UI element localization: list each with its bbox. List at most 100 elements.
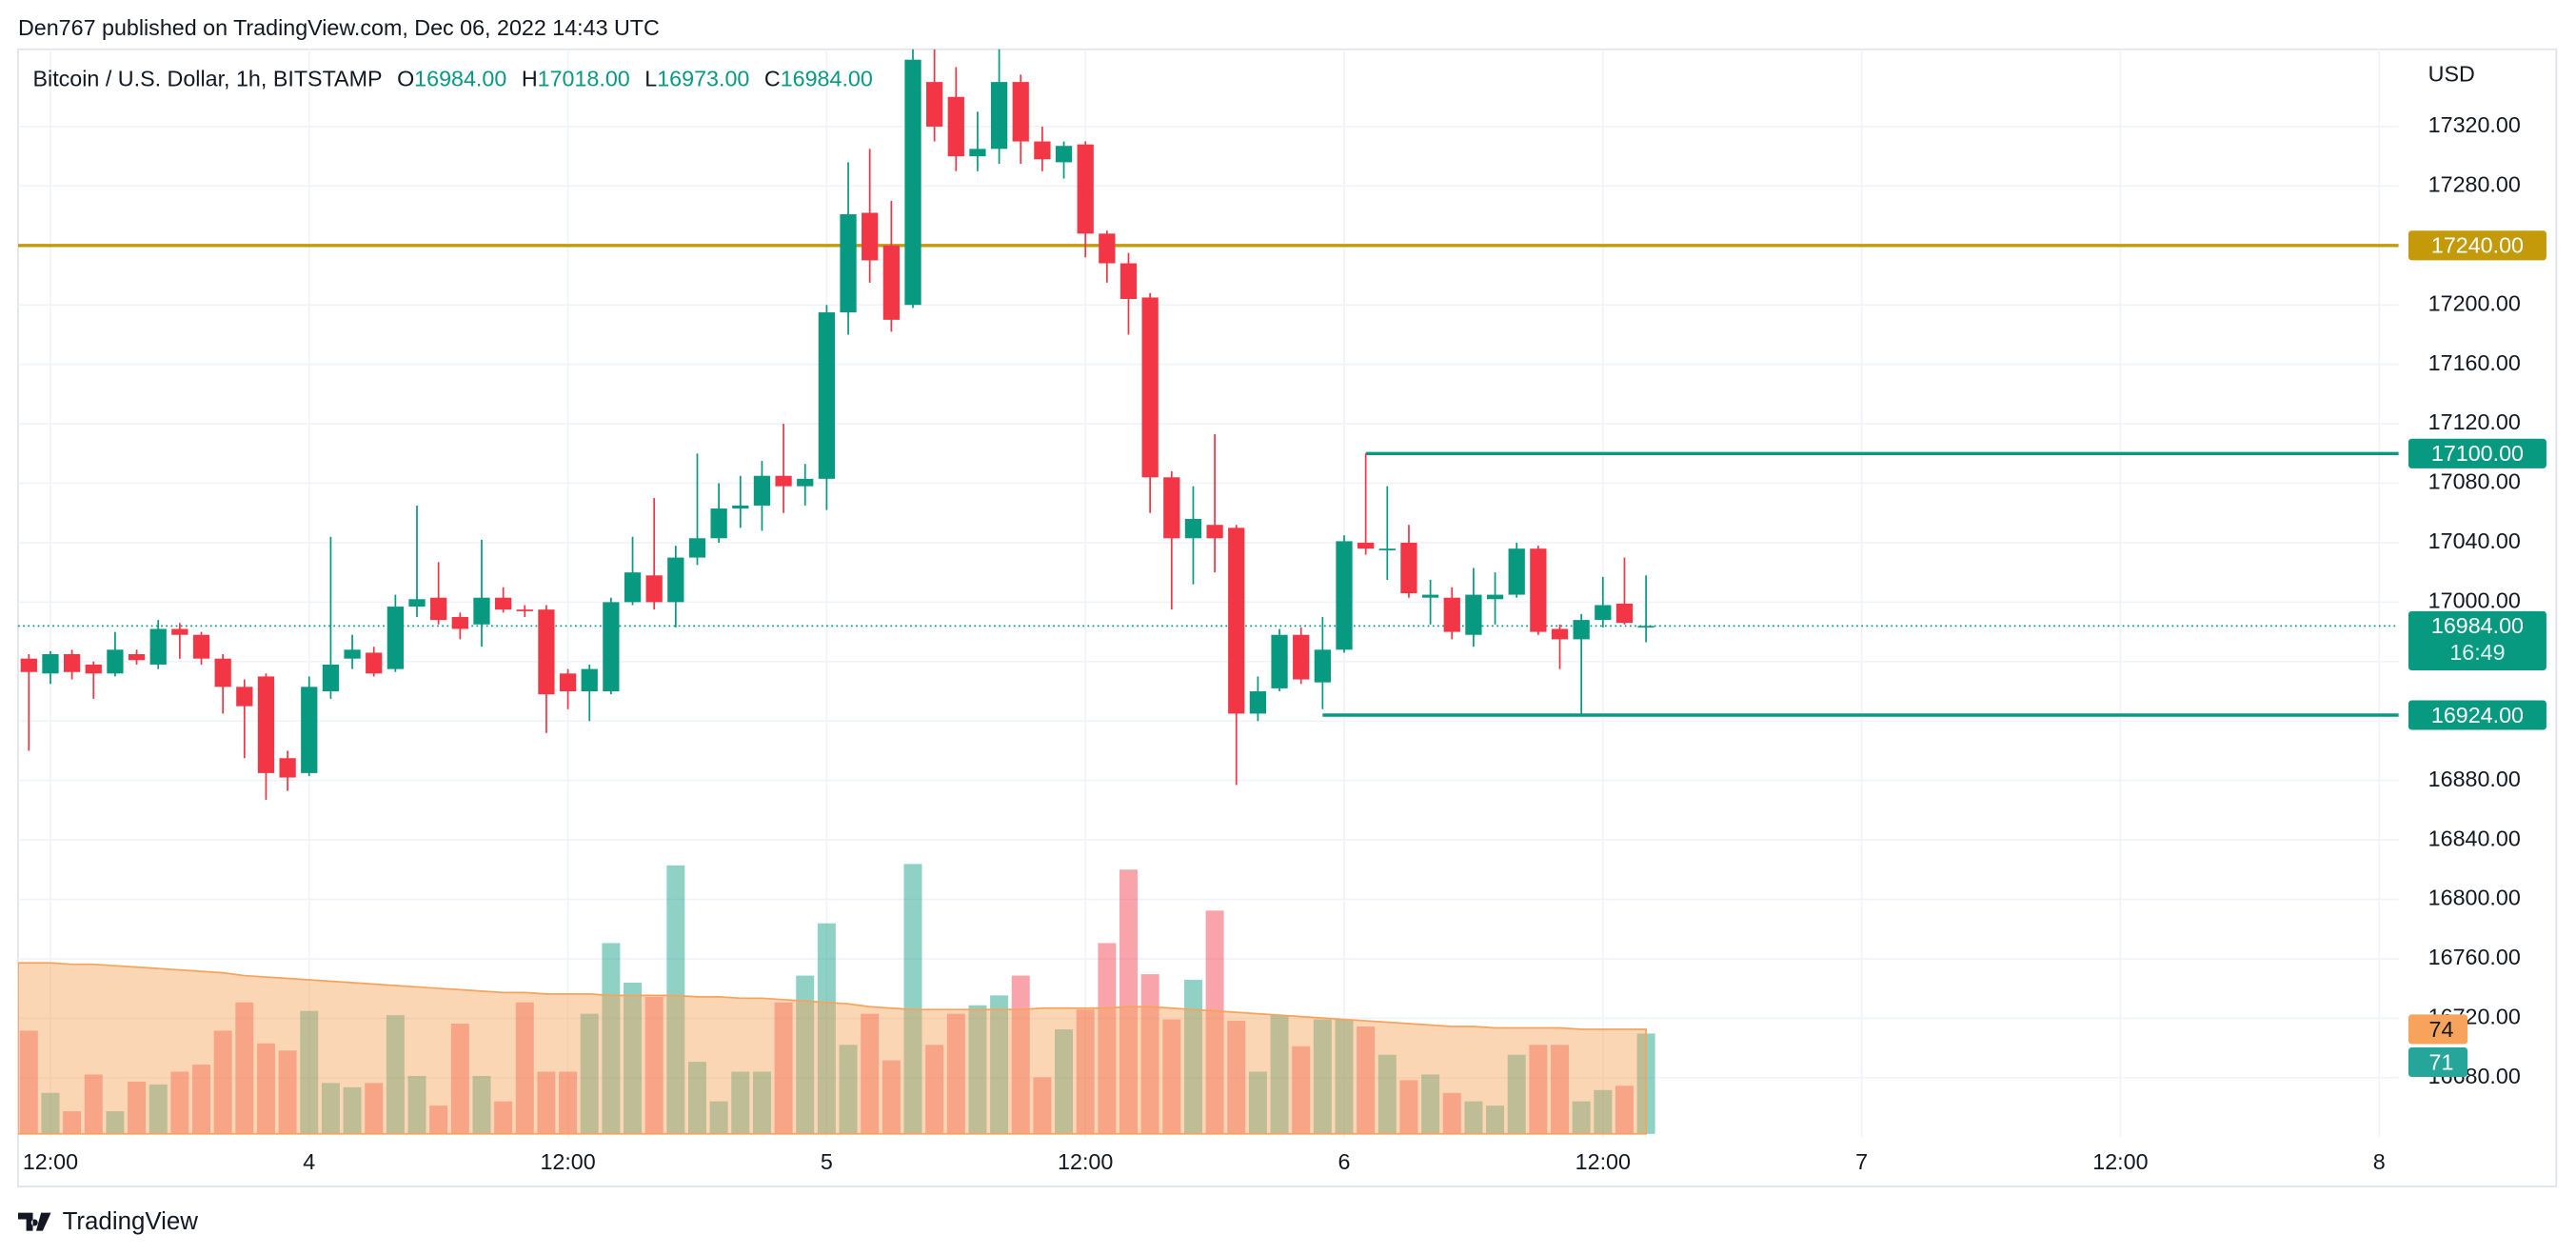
axes: 17320.00 17280.00 17240.00 17200.00 17160.00…	[23, 112, 2546, 1174]
level-label: 16924.00	[2431, 703, 2524, 727]
volume-bar	[192, 1065, 211, 1134]
volume-bar	[1529, 1045, 1548, 1134]
x-tick-label: 12:00	[1575, 1149, 1631, 1174]
volume-bar	[1292, 1046, 1311, 1134]
candle-body	[1637, 626, 1655, 628]
volume-bar	[300, 1010, 319, 1134]
candle-body	[1400, 542, 1417, 594]
x-tick-label: 12:00	[1058, 1149, 1113, 1174]
level-label-box	[2408, 230, 2546, 261]
x-tick-label: 7	[1855, 1149, 1868, 1174]
candle-body	[1595, 605, 1612, 621]
candle-body	[149, 628, 167, 665]
y-tick-label: 17160.00	[2428, 350, 2521, 375]
volume-bar	[1442, 1092, 1461, 1134]
candle-body	[473, 597, 490, 625]
candle-body	[1034, 141, 1051, 160]
candles	[20, 49, 1655, 800]
volume-bar	[149, 1084, 168, 1134]
volume-bar	[796, 975, 815, 1134]
candle-body	[581, 668, 598, 692]
candle-body	[538, 609, 555, 695]
volume-bar	[644, 996, 664, 1134]
candle-body	[1336, 541, 1353, 650]
symbol-legend: Bitcoin / U.S. Dollar, 1h, BITSTAMP O1698…	[33, 67, 873, 91]
x-tick-label: 6	[1338, 1149, 1351, 1174]
candle-body	[1163, 477, 1180, 539]
candle-body	[451, 616, 468, 629]
volume-bar	[1055, 1028, 1074, 1134]
volume-bar	[1033, 1077, 1052, 1134]
candle-body	[645, 575, 663, 603]
candle-body	[559, 673, 577, 692]
candle-body	[171, 628, 188, 635]
candle-body	[1421, 594, 1439, 598]
volume-bar	[1615, 1086, 1634, 1134]
candle-body	[624, 572, 642, 603]
candle-body	[969, 149, 986, 157]
volume-bar	[602, 943, 621, 1134]
volume-bar	[861, 1013, 880, 1134]
volume-bar	[946, 1013, 965, 1134]
candle-body	[1314, 649, 1331, 683]
volume-bar	[839, 1045, 858, 1134]
level-label-box	[2408, 700, 2546, 730]
candle-body	[688, 538, 706, 558]
x-tick-label: 4	[303, 1149, 315, 1174]
published-note: Den767 published on TradingView.com, Dec…	[18, 15, 660, 40]
y-tick-label: 17320.00	[2428, 112, 2521, 137]
candle-body	[926, 82, 943, 127]
candle-body	[430, 597, 447, 621]
x-tick-label: 12:00	[540, 1149, 595, 1174]
volume-label-box	[2408, 1046, 2468, 1078]
volume-bar	[106, 1111, 125, 1134]
volume-bar	[1120, 869, 1138, 1134]
y-tick-label: 16800.00	[2428, 886, 2521, 910]
candle-body	[257, 676, 275, 773]
candle-body	[322, 664, 340, 692]
symbol-title: Bitcoin / U.S. Dollar, 1h, BITSTAMP	[33, 67, 383, 91]
volume-ma-area	[17, 962, 1647, 1135]
volume-bar	[1594, 1089, 1613, 1134]
volume-label: 71	[2429, 1049, 2454, 1074]
candle-body	[386, 607, 404, 669]
level-label: 17100.00	[2431, 441, 2524, 466]
candle-body	[1486, 594, 1504, 600]
countdown-label: 16:49	[2449, 640, 2505, 665]
candle-body	[42, 654, 59, 674]
volume-bar	[41, 1092, 60, 1134]
y-tick-label: 16760.00	[2428, 945, 2521, 969]
y-tick-label: 17080.00	[2428, 469, 2521, 494]
volume-bar	[709, 1101, 728, 1134]
candle-body	[818, 312, 836, 479]
y-tick-label: 17040.00	[2428, 528, 2521, 553]
ohlc-value: 16984.00	[781, 67, 873, 91]
volume-bar	[256, 1043, 275, 1134]
volume-bar	[968, 1005, 987, 1134]
candle-body	[732, 505, 749, 509]
volume-bar	[170, 1071, 189, 1134]
volume-bar	[1335, 1019, 1354, 1134]
volume-bar	[1486, 1106, 1505, 1134]
candle-body	[1077, 144, 1094, 234]
candle-body	[603, 602, 620, 692]
volume-bar	[213, 1030, 232, 1134]
ohlc-value: 16973.00	[657, 67, 749, 91]
candle-body	[1228, 528, 1245, 714]
volume-bar	[1140, 974, 1159, 1134]
volume-bar	[1377, 1054, 1397, 1134]
y-tick-label: 17200.00	[2428, 290, 2521, 315]
y-tick-label: 16840.00	[2428, 826, 2521, 850]
volume-bar	[666, 865, 685, 1134]
volume-bar	[429, 1106, 448, 1134]
ohlc-key: L	[644, 67, 657, 91]
candle-body	[1357, 542, 1375, 549]
candle-body	[797, 478, 814, 487]
candle-body	[947, 96, 964, 157]
volume-bar	[19, 1030, 38, 1134]
candle-body	[1573, 620, 1590, 640]
volume-bar	[235, 1002, 254, 1134]
volume-bar	[1464, 1101, 1483, 1134]
